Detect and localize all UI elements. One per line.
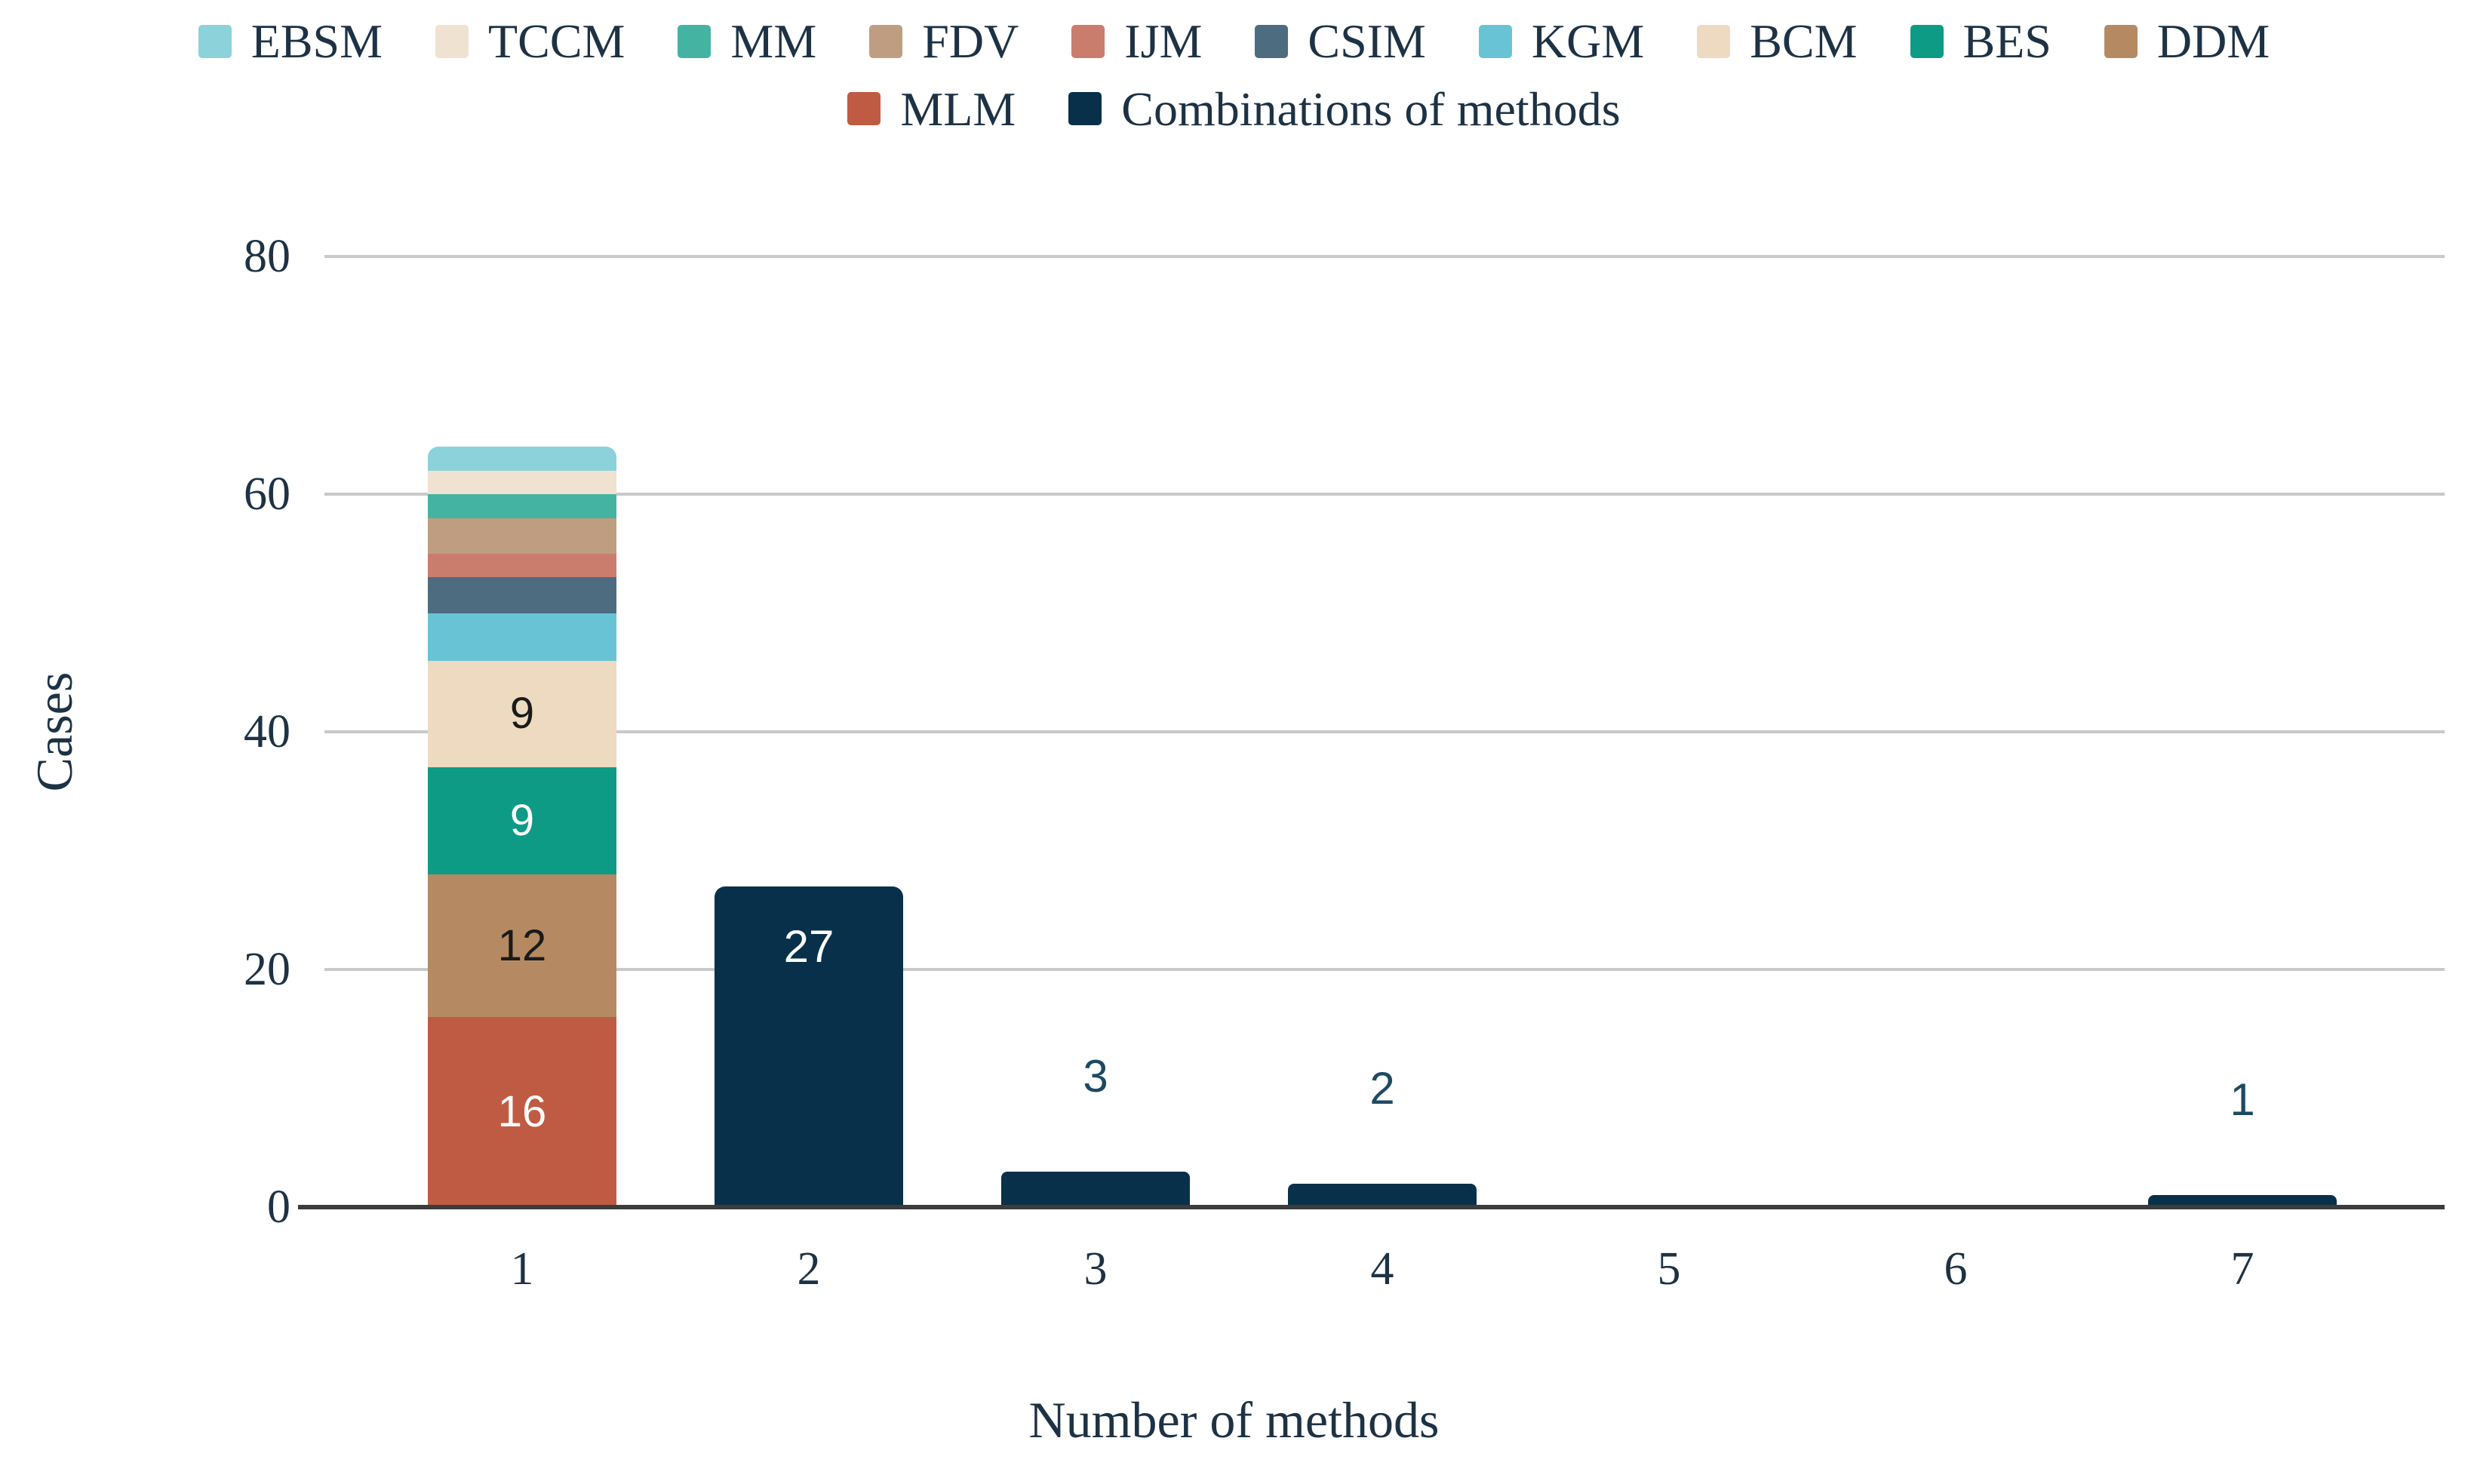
x-axis-line — [298, 1205, 2445, 1209]
legend-swatch-mm — [678, 24, 712, 58]
legend-item-combinations-of-methods: Combinations of methods — [1068, 81, 1621, 137]
bar-1-segment-mm — [428, 494, 616, 518]
bar-1-segment-mlm — [428, 1017, 616, 1207]
legend-item-ijm: IJM — [1071, 14, 1202, 69]
bar-3 — [1001, 1171, 1190, 1207]
legend-label-ddm: DDM — [2156, 14, 2270, 68]
y-axis-title-wrap: Cases — [26, 671, 83, 792]
y-tick-label-40: 40 — [244, 706, 290, 757]
legend-item-ddm: DDM — [2104, 14, 2270, 69]
legend-swatch-kgm — [1478, 24, 1512, 58]
legend-item-kgm: KGM — [1478, 14, 1645, 69]
legend-item-fdv: FDV — [869, 14, 1019, 69]
legend-swatch-ijm — [1071, 24, 1105, 58]
bar-1-segment-tccm — [428, 470, 616, 494]
bar-4-value-label: 2 — [1369, 1062, 1395, 1114]
x-tick-label-5: 5 — [1657, 1243, 1681, 1295]
legend-item-mm: MM — [678, 14, 816, 69]
y-axis-title: Cases — [26, 671, 83, 792]
bar-2-value-label: 27 — [783, 920, 834, 972]
bar-1-segment-csim — [428, 577, 616, 613]
legend-swatch-bes — [1910, 24, 1944, 58]
gridline-20 — [324, 968, 2445, 971]
legend-label-mm: MM — [730, 14, 817, 68]
x-tick-label-4: 4 — [1370, 1243, 1394, 1295]
legend-label-combinations-of-methods: Combinations of methods — [1121, 81, 1621, 136]
bar-1-segment-bcm — [428, 660, 616, 768]
legend-label-csim: CSIM — [1308, 14, 1426, 68]
legend-label-ijm: IJM — [1124, 14, 1203, 68]
legend-item-ebsm: EBSM — [198, 14, 383, 69]
y-tick-label-60: 60 — [244, 469, 290, 520]
legend-swatch-csim — [1255, 24, 1289, 58]
x-tick-label-1: 1 — [510, 1243, 534, 1295]
legend-item-tccm: TCCM — [435, 14, 625, 69]
y-tick-label-80: 80 — [244, 231, 290, 282]
legend-swatch-bcm — [1697, 24, 1731, 58]
bar-1-segment-bes — [428, 767, 616, 874]
y-tick-label-20: 20 — [244, 944, 290, 995]
bar-1-segment-ddm — [428, 874, 616, 1017]
legend-label-mlm: MLM — [900, 81, 1016, 136]
legend-label-ebsm: EBSM — [250, 14, 383, 68]
legend-swatch-combinations-of-methods — [1068, 92, 1102, 126]
legend-label-bes: BES — [1962, 14, 2052, 68]
legend-label-kgm: KGM — [1531, 14, 1645, 68]
bar-1-segment-ebsm — [428, 447, 616, 471]
bar-1-segment-ddm-value-label: 12 — [497, 920, 547, 970]
gridline-80 — [324, 255, 2445, 258]
gridline-40 — [324, 730, 2445, 733]
legend-swatch-tccm — [435, 24, 469, 58]
bar-7 — [2148, 1195, 2337, 1207]
legend-item-mlm: MLM — [847, 81, 1016, 137]
legend-item-bcm: BCM — [1697, 14, 1858, 69]
x-tick-label-2: 2 — [797, 1243, 821, 1295]
legend-label-fdv: FDV — [922, 14, 1019, 68]
x-tick-label-6: 6 — [1944, 1243, 1968, 1295]
bar-2 — [715, 886, 903, 1207]
gridline-60 — [324, 493, 2445, 496]
legend-swatch-mlm — [847, 92, 881, 126]
bar-1-segment-kgm — [428, 613, 616, 661]
x-tick-label-3: 3 — [1083, 1243, 1108, 1295]
x-axis-title: Number of methods — [1028, 1391, 1440, 1449]
legend-swatch-ddm — [2104, 24, 2138, 58]
legend-label-bcm: BCM — [1750, 14, 1858, 68]
x-tick-label-7: 7 — [2230, 1243, 2254, 1295]
legend-swatch-fdv — [869, 24, 903, 58]
bar-1-segment-mlm-value-label: 16 — [497, 1087, 547, 1136]
chart-legend: EBSM TCCM MM FDV IJM CSIM KGM BCM BES DDM MLM Comb… — [0, 14, 2468, 137]
legend-item-csim: CSIM — [1255, 14, 1426, 69]
bar-1-segment-fdv — [428, 518, 616, 554]
bar-4 — [1288, 1183, 1477, 1207]
bar-1-segment-ijm — [428, 553, 616, 578]
bar-1-segment-bcm-value-label: 9 — [509, 689, 535, 739]
legend-row-1: EBSM TCCM MM FDV IJM CSIM KGM BCM BES DDM — [198, 14, 2270, 69]
legend-label-tccm: TCCM — [488, 14, 625, 68]
bar-7-value-label: 1 — [2230, 1074, 2255, 1126]
bar-1-segment-bes-value-label: 9 — [509, 796, 535, 846]
y-tick-label-0: 0 — [267, 1181, 290, 1233]
bar-3-value-label: 3 — [1083, 1050, 1108, 1101]
legend-item-bes: BES — [1910, 14, 2052, 69]
legend-swatch-ebsm — [198, 24, 232, 58]
legend-row-2: MLM Combinations of methods — [847, 81, 1621, 137]
